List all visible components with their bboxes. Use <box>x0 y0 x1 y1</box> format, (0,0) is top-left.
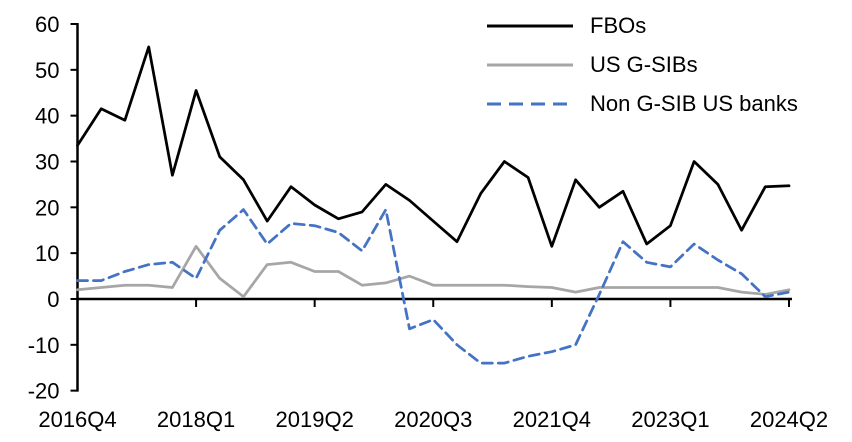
y-axis-tick-label: 50 <box>35 58 59 83</box>
y-axis-tick-label: 40 <box>35 104 59 129</box>
legend-key-us-gsibs-line <box>487 63 573 66</box>
y-axis-tick-label: 30 <box>35 149 59 174</box>
x-axis-tick-label: 2020Q3 <box>394 407 472 432</box>
legend-label-fbos: FBOs <box>590 12 647 38</box>
legend-label-non-gsib-us-banks: Non G-SIB US banks <box>590 90 798 116</box>
y-axis-tick-label: -10 <box>28 333 60 358</box>
x-axis-tick-label: 2016Q4 <box>38 407 116 432</box>
series-line-us-g-sibs <box>76 244 791 299</box>
x-axis-tick-label: 2024Q2 <box>750 407 828 432</box>
y-axis-tick-label: 0 <box>47 287 59 312</box>
x-axis-tick-label: 2019Q2 <box>276 407 354 432</box>
legend-item-fbos: FBOs <box>487 6 798 45</box>
legend-key-fbos-line <box>487 24 573 27</box>
y-axis-tick-label: -20 <box>28 379 60 404</box>
x-axis-tick-label: 2021Q4 <box>513 407 591 432</box>
chart-legend: FBOs US G-SIBs Non G-SIB US banks <box>487 6 798 123</box>
y-axis-tick-label: 20 <box>35 195 59 220</box>
series-line-fbos <box>76 45 791 248</box>
x-axis-tick-label: 2018Q1 <box>157 407 235 432</box>
y-axis-tick-label: 10 <box>35 241 59 266</box>
y-axis-tick-label: 60 <box>35 12 59 37</box>
legend-key-non-gsib-line <box>487 102 573 105</box>
legend-label-us-gsibs: US G-SIBs <box>590 51 698 77</box>
legend-item-us-gsibs: US G-SIBs <box>487 45 798 84</box>
x-axis-tick-label: 2023Q1 <box>631 407 709 432</box>
legend-item-non-gsib-us-banks: Non G-SIB US banks <box>487 84 798 123</box>
series-line-non-g-sib-us-banks <box>76 208 791 365</box>
